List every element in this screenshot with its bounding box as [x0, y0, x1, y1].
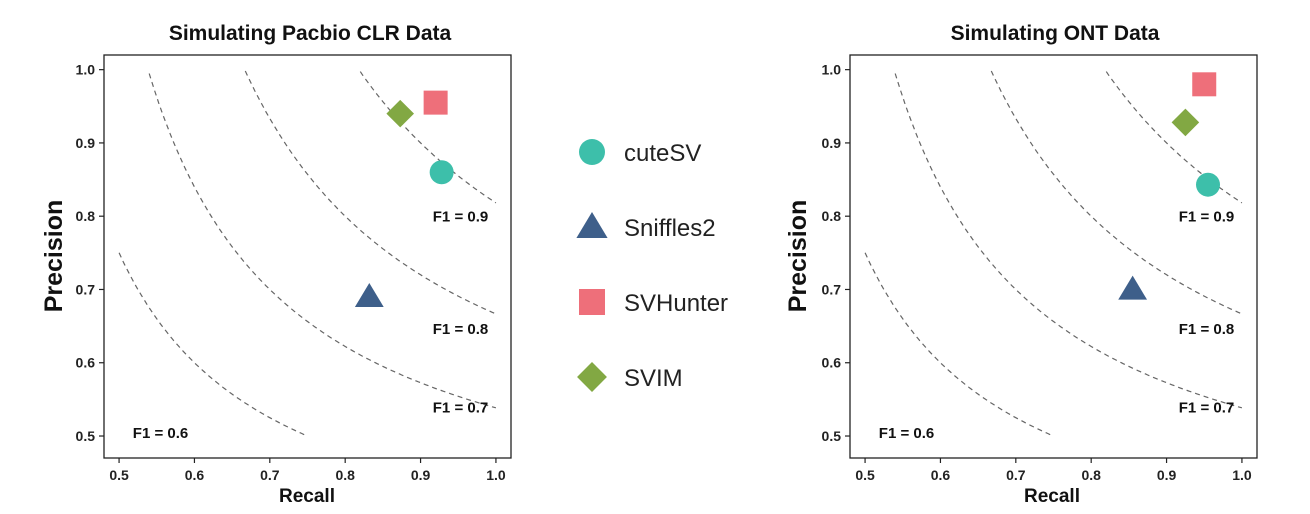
- y-tick-label: 0.5: [76, 428, 96, 444]
- f1-curve: [864, 252, 1052, 436]
- f1-labels: F1 = 0.6 F1 = 0.7 F1 = 0.8 F1 = 0.9: [133, 208, 488, 442]
- y-tick-label: 0.8: [822, 208, 842, 224]
- f1-curve: [1105, 71, 1243, 204]
- y-tick-label: 0.8: [76, 208, 96, 224]
- chart-title: Simulating ONT Data: [951, 22, 1160, 45]
- f1-curve-label: F1 = 0.8: [433, 321, 488, 338]
- legend: cuteSV Sniffles2 SVHunter SVIM: [576, 139, 728, 392]
- x-tick-label: 0.9: [411, 467, 431, 483]
- x-axis-ticks: 0.5 0.6 0.7 0.8 0.9 1.0: [109, 458, 506, 483]
- chart-panel-pacbio: Simulating Pacbio CLR Data F1 = 0.6F1 = …: [40, 22, 512, 507]
- x-axis-label: Recall: [279, 486, 335, 507]
- x-axis-ticks: 0.5 0.6 0.7 0.8 0.9 1.0: [855, 458, 1252, 483]
- point-sniffles2: [1118, 275, 1148, 300]
- data-points: [354, 90, 454, 307]
- point-svhunter: [1192, 72, 1217, 97]
- plot-frame: [103, 54, 512, 459]
- x-tick-label: 0.8: [1081, 467, 1101, 483]
- y-tick-label: 0.5: [822, 428, 842, 444]
- x-tick-label: 0.7: [260, 467, 280, 483]
- f1-curve-label: F1 = 0.6: [133, 425, 188, 442]
- legend-label: SVIM: [624, 365, 683, 392]
- chart-panel-ont: Simulating ONT Data F1 = 0.6F1 = 0.7F1 =…: [784, 22, 1258, 507]
- x-tick-label: 1.0: [486, 467, 506, 483]
- point-svim: [386, 99, 415, 128]
- x-tick-label: 0.6: [185, 467, 205, 483]
- point-sniffles2: [354, 283, 384, 307]
- x-tick-label: 0.9: [1157, 467, 1177, 483]
- legend-item-cutesv: cuteSV: [579, 139, 701, 167]
- y-tick-label: 0.9: [76, 135, 96, 151]
- x-tick-label: 0.5: [109, 467, 129, 483]
- legend-marker-square: [579, 289, 605, 315]
- legend-marker-circle: [579, 139, 605, 165]
- f1-curve-label: F1 = 0.8: [1179, 321, 1234, 338]
- legend-item-sniffles2: Sniffles2: [576, 212, 716, 242]
- f1-curve-label: F1 = 0.7: [1179, 400, 1234, 417]
- legend-label: cuteSV: [624, 140, 701, 167]
- y-tick-label: 0.7: [76, 281, 96, 297]
- f1-curve: [148, 73, 497, 409]
- y-axis-ticks: 0.5 0.6 0.7 0.8 0.9 1.0: [822, 62, 850, 444]
- f1-curve-label: F1 = 0.9: [433, 208, 488, 225]
- legend-item-svim: SVIM: [577, 362, 683, 392]
- x-tick-label: 0.6: [931, 467, 951, 483]
- y-tick-label: 0.6: [822, 355, 842, 371]
- x-tick-label: 0.5: [855, 467, 875, 483]
- f1-curve: [894, 73, 1243, 409]
- f1-curves: [118, 70, 497, 436]
- f1-curve: [118, 252, 306, 436]
- legend-label: Sniffles2: [624, 215, 716, 242]
- point-svim: [1171, 108, 1200, 137]
- x-tick-label: 0.7: [1006, 467, 1026, 483]
- y-axis-label: Precision: [40, 200, 68, 313]
- f1-labels: F1 = 0.6 F1 = 0.7 F1 = 0.8 F1 = 0.9: [879, 208, 1234, 442]
- y-tick-label: 0.6: [76, 355, 96, 371]
- f1-curve-label: F1 = 0.9: [1179, 208, 1234, 225]
- y-axis-ticks: 0.5 0.6 0.7 0.8 0.9 1.0: [76, 62, 104, 444]
- point-svhunter: [423, 90, 448, 115]
- legend-marker-triangle: [576, 212, 608, 239]
- x-tick-label: 1.0: [1232, 467, 1252, 483]
- f1-curve: [359, 71, 497, 204]
- f1-curve: [990, 70, 1243, 315]
- chart-title: Simulating Pacbio CLR Data: [169, 22, 452, 45]
- plot-frame: [849, 54, 1258, 459]
- data-points: [1118, 72, 1221, 300]
- y-axis-label: Precision: [784, 200, 812, 313]
- point-cutesv: [1196, 172, 1221, 197]
- x-tick-label: 0.8: [335, 467, 355, 483]
- legend-label: SVHunter: [624, 290, 728, 317]
- f1-curve-label: F1 = 0.6: [879, 425, 934, 442]
- point-cutesv: [429, 160, 454, 185]
- f1-curve-label: F1 = 0.7: [433, 400, 488, 417]
- y-tick-label: 1.0: [822, 62, 842, 78]
- legend-marker-diamond: [577, 362, 607, 392]
- f1-curve: [244, 70, 497, 315]
- y-tick-label: 0.7: [822, 281, 842, 297]
- x-axis-label: Recall: [1024, 486, 1080, 507]
- legend-item-svhunter: SVHunter: [579, 289, 728, 317]
- y-tick-label: 0.9: [822, 135, 842, 151]
- y-tick-label: 1.0: [76, 62, 96, 78]
